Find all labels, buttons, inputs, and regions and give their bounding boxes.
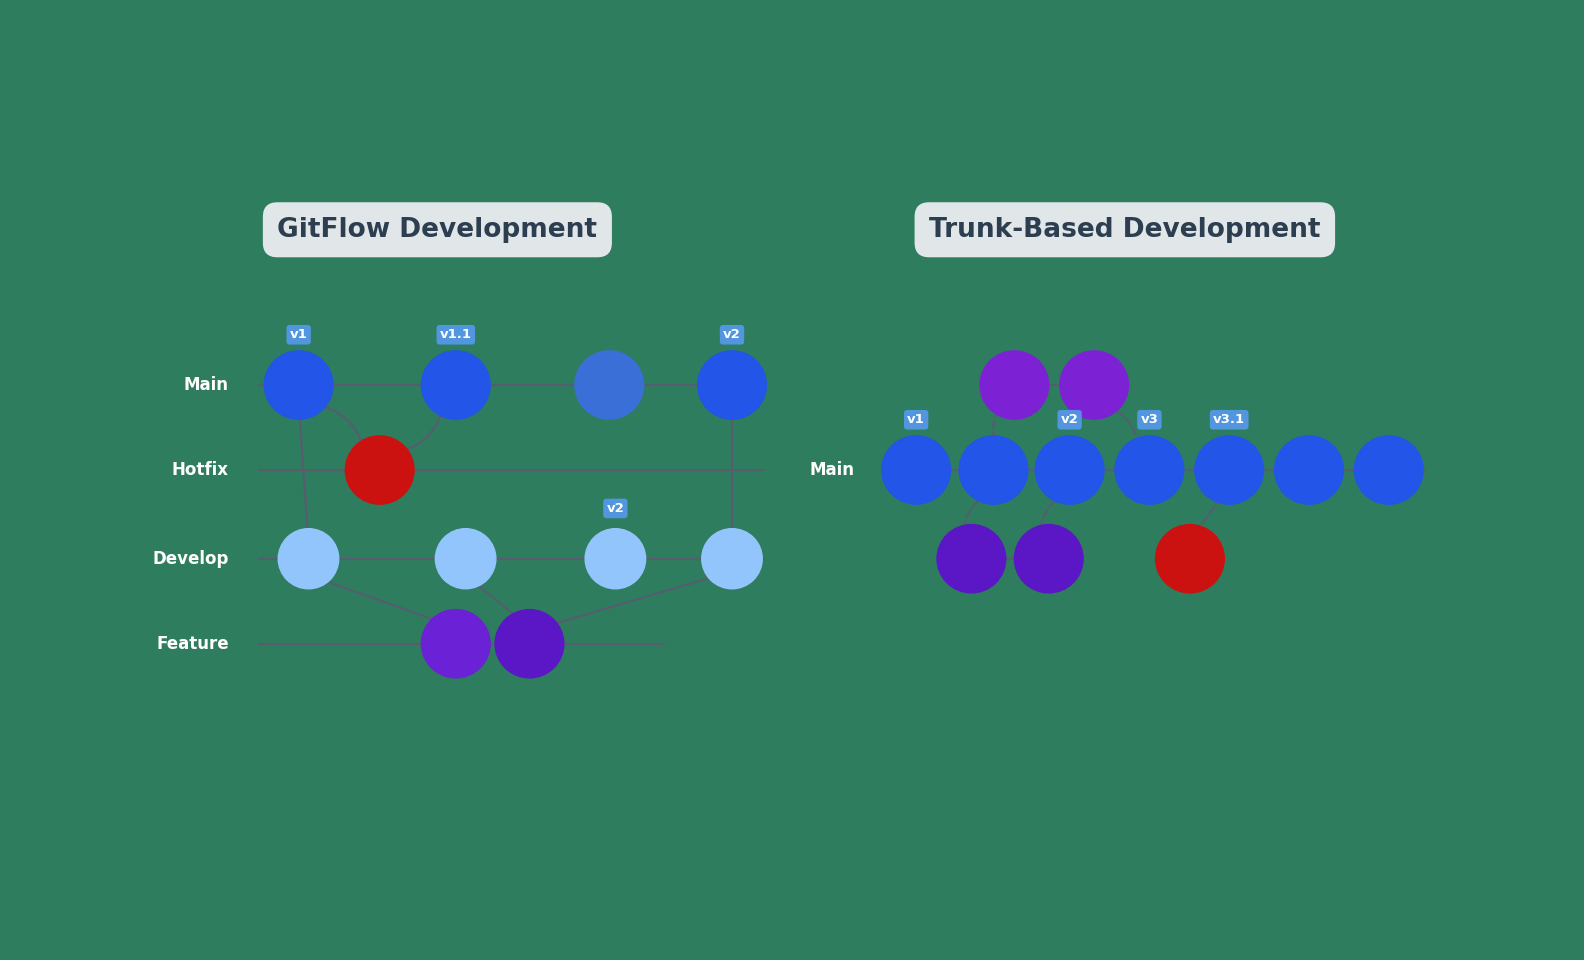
Ellipse shape: [421, 610, 489, 678]
Ellipse shape: [1115, 436, 1183, 504]
Text: Main: Main: [809, 461, 855, 479]
Ellipse shape: [938, 524, 1006, 593]
Text: Main: Main: [184, 376, 228, 394]
Ellipse shape: [496, 610, 564, 678]
Ellipse shape: [1194, 436, 1264, 504]
Ellipse shape: [980, 350, 1049, 420]
Ellipse shape: [345, 436, 413, 504]
Ellipse shape: [1014, 524, 1083, 593]
Ellipse shape: [279, 529, 339, 588]
Ellipse shape: [575, 350, 643, 420]
Text: v3: v3: [1140, 413, 1158, 426]
Text: v2: v2: [724, 328, 741, 341]
Ellipse shape: [1275, 436, 1343, 504]
Ellipse shape: [1060, 350, 1128, 420]
Ellipse shape: [702, 529, 762, 588]
Text: Develop: Develop: [152, 550, 228, 567]
Ellipse shape: [1156, 524, 1224, 593]
Ellipse shape: [1036, 436, 1104, 504]
Text: Trunk-Based Development: Trunk-Based Development: [930, 217, 1321, 243]
Text: GitFlow Development: GitFlow Development: [277, 217, 597, 243]
Text: v2: v2: [1061, 413, 1079, 426]
Ellipse shape: [421, 350, 489, 420]
Ellipse shape: [960, 436, 1028, 504]
Text: Hotfix: Hotfix: [171, 461, 228, 479]
Ellipse shape: [265, 350, 333, 420]
Ellipse shape: [697, 350, 767, 420]
Text: v3.1: v3.1: [1213, 413, 1245, 426]
Ellipse shape: [882, 436, 950, 504]
Ellipse shape: [584, 529, 646, 588]
Text: v1: v1: [908, 413, 925, 426]
Ellipse shape: [436, 529, 496, 588]
Text: v1: v1: [290, 328, 307, 341]
Ellipse shape: [1354, 436, 1422, 504]
Text: v1.1: v1.1: [440, 328, 472, 341]
Text: Feature: Feature: [157, 635, 228, 653]
Text: v2: v2: [607, 502, 624, 515]
